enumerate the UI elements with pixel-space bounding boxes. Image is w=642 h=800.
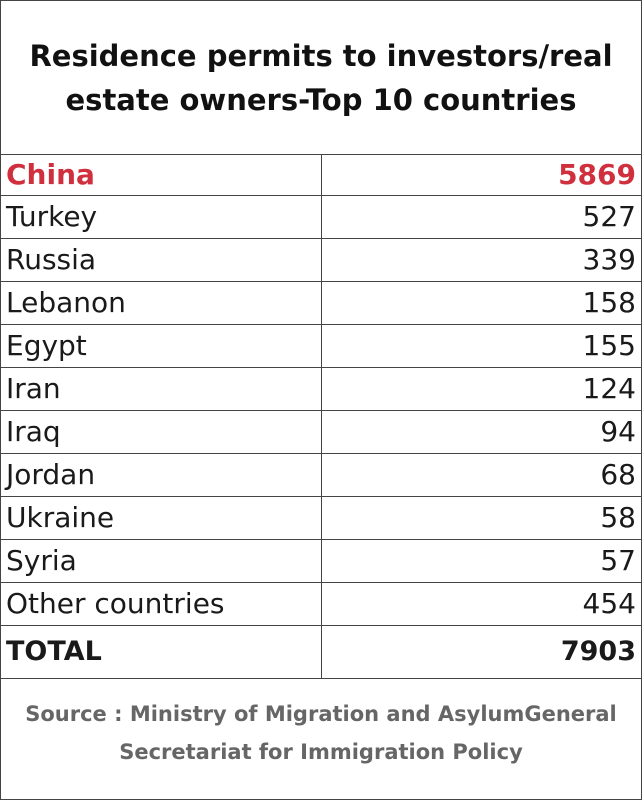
country-cell: Iran (1, 367, 322, 411)
table-row: Russia 339 (1, 238, 641, 282)
country-cell: Iraq (1, 410, 322, 454)
country-cell: Other countries (1, 582, 322, 626)
title: Residence permits to investors/real esta… (1, 1, 641, 155)
value-cell: 527 (321, 195, 641, 239)
value-cell: 57 (321, 539, 641, 583)
value-cell: 58 (321, 496, 641, 540)
table-row: Syria 57 (1, 539, 641, 583)
country-cell: TOTAL (1, 625, 322, 679)
table-row: TOTAL 7903 (1, 625, 641, 679)
table-row: Jordan 68 (1, 453, 641, 497)
country-cell: Syria (1, 539, 322, 583)
country-cell: Turkey (1, 195, 322, 239)
table-row: Lebanon 158 (1, 281, 641, 325)
table-row: Other countries 454 (1, 582, 641, 626)
value-cell: 68 (321, 453, 641, 497)
value-cell: 5869 (321, 155, 641, 196)
value-cell: 124 (321, 367, 641, 411)
country-cell: China (1, 155, 322, 196)
table-row: China 5869 (1, 155, 641, 196)
country-cell: Lebanon (1, 281, 322, 325)
country-cell: Russia (1, 238, 322, 282)
source: Source : Ministry of Migration and Asylu… (25, 701, 617, 764)
country-cell: Egypt (1, 324, 322, 368)
country-cell: Ukraine (1, 496, 322, 540)
value-cell: 339 (321, 238, 641, 282)
table-row: Iraq 94 (1, 410, 641, 454)
country-cell: Jordan (1, 453, 322, 497)
table-row: Ukraine 58 (1, 496, 641, 540)
value-cell: 7903 (321, 625, 641, 679)
table-row: Egypt 155 (1, 324, 641, 368)
value-cell: 155 (321, 324, 641, 368)
value-cell: 158 (321, 281, 641, 325)
value-cell: 94 (321, 410, 641, 454)
value-cell: 454 (321, 582, 641, 626)
table: China 5869 Turkey 527 Russia 339 Lebanon 158 Egy… (1, 155, 641, 679)
table-row: Turkey 527 (1, 195, 641, 239)
table-row: Iran 124 (1, 367, 641, 411)
